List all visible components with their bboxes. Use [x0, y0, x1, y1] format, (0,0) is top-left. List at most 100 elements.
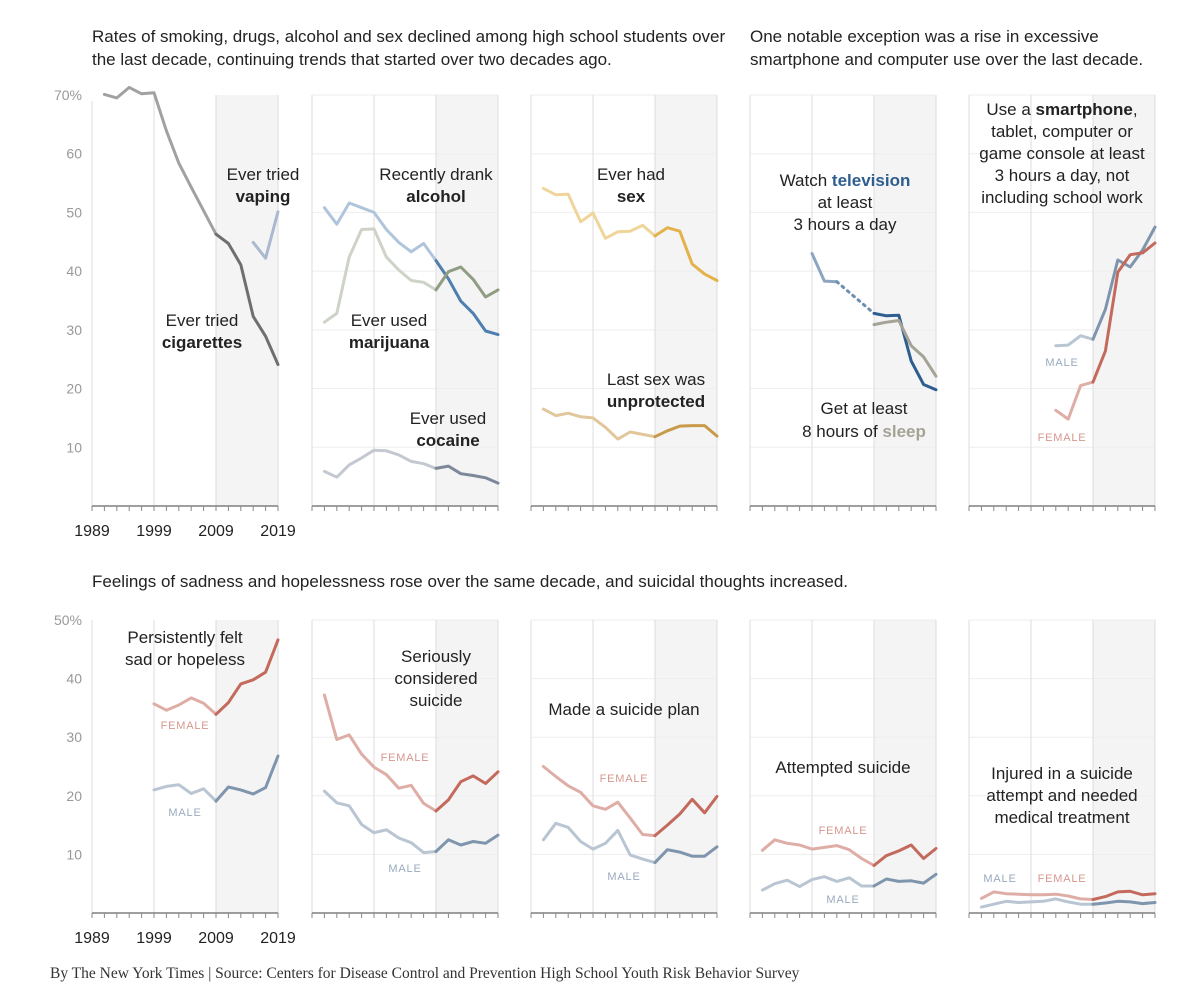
label-sleep-2-part: sleep: [882, 422, 925, 441]
label-smartphone-5: including school work: [981, 188, 1143, 207]
label-smartphone-1-part: Use a: [986, 100, 1035, 119]
byline: By The New York Times | Source: Centers …: [50, 965, 800, 982]
recent-decade-shade: [655, 620, 717, 913]
label-tv-2: at least: [818, 193, 873, 212]
label-cocaine-1: Ever used: [410, 409, 487, 428]
series-line-female: [760, 838, 876, 867]
series-line-female: [1054, 380, 1095, 421]
label-female: FEMALE: [1038, 432, 1087, 444]
recent-decade-shade: [216, 95, 278, 506]
recent-decade-shade: [874, 95, 936, 506]
series-line-last-sex-was-unprotected-recent: [653, 424, 719, 439]
intro-top-left: Rates of smoking, drugs, alcohol and sex…: [92, 27, 726, 69]
label-female: FEMALE: [819, 825, 868, 837]
label-male: MALE: [1045, 357, 1078, 369]
y-tick-label: 20: [66, 788, 82, 804]
x-tick-label: 1989: [74, 930, 110, 947]
label-sad-2: sad or hopeless: [125, 650, 245, 669]
label-tv-1-part: television: [832, 171, 910, 190]
label-smartphone-1: Use a smartphone,: [986, 100, 1137, 119]
series-line-male-recent: [1091, 899, 1157, 906]
label-cigarettes-1: Ever tried: [166, 311, 239, 330]
series-line-tv-gap: [835, 280, 876, 315]
label-alcohol-1: Recently drank: [379, 165, 493, 184]
label-male: MALE: [983, 873, 1016, 885]
recent-decade-shade: [436, 620, 498, 913]
label-unprotected-2: unprotected: [607, 392, 705, 411]
label-vaping-2: vaping: [236, 187, 291, 206]
y-tick-label: 50: [66, 204, 82, 220]
label-sleep-2-part: 8 hours of: [802, 422, 882, 441]
series-line-get-at-least-hours-of-sleep-recent: [872, 319, 938, 378]
y-tick-label: 50%: [54, 612, 82, 628]
y-tick-label: 40: [66, 263, 82, 279]
series-line-female-recent: [1091, 889, 1157, 901]
series-line-male-recent: [214, 754, 280, 803]
label-sleep-2: 8 hours of sleep: [802, 422, 926, 441]
label-female: FEMALE: [381, 752, 430, 764]
x-tick-label: 2019: [260, 930, 296, 947]
y-tick-label: 30: [66, 729, 82, 745]
label-male: MALE: [388, 863, 421, 875]
recent-decade-shade: [436, 95, 498, 506]
series-line-female: [322, 693, 438, 813]
label-female: FEMALE: [600, 773, 649, 785]
intro-top-right: One notable exception was a rise in exce…: [750, 27, 1144, 69]
y-tick-label: 70%: [54, 87, 82, 103]
series-line-male-recent: [872, 872, 938, 888]
series-line-female-recent: [434, 770, 500, 813]
label-injured-3: medical treatment: [994, 808, 1129, 827]
x-tick-label: 1989: [74, 523, 110, 540]
label-sex-1: Ever had: [597, 165, 665, 184]
series-line-male: [979, 897, 1095, 909]
series-line-male: [760, 875, 876, 892]
label-female: FEMALE: [161, 720, 210, 732]
series-line-male: [541, 821, 657, 865]
series-line-watch-television-at-least-hours-a-day: [810, 252, 839, 284]
label-alcohol-2: alcohol: [406, 187, 466, 206]
y-tick-label: 60: [66, 146, 82, 162]
recent-decade-shade: [655, 95, 717, 506]
label-plan: Made a suicide plan: [548, 700, 699, 719]
label-female: FEMALE: [1038, 873, 1087, 885]
label-vaping-1: Ever tried: [227, 165, 300, 184]
recent-decade-shade: [1093, 95, 1155, 506]
label-marijuana-1: Ever used: [351, 311, 428, 330]
series-line-watch-television-at-least-hours-a-day-recent: [872, 311, 938, 392]
x-tick-label: 2009: [198, 930, 234, 947]
label-male: MALE: [607, 871, 640, 883]
series-line-ever-tried-cigarettes-recent: [214, 232, 280, 366]
label-smartphone-4: 3 hours a day, not: [995, 166, 1130, 185]
label-sleep-1: Get at least: [821, 399, 908, 418]
label-smartphone-1-part: ,: [1133, 100, 1138, 119]
series-line-ever-tried-vaping-recent: [251, 210, 280, 260]
label-considered-1: Seriously: [401, 647, 471, 666]
label-considered-3: suicide: [410, 691, 463, 710]
y-tick-label: 20: [66, 381, 82, 397]
label-sad-1: Persistently felt: [127, 628, 243, 647]
series-line-female-recent: [214, 638, 280, 716]
series-line-ever-used-marijuana-recent: [434, 265, 500, 299]
y-tick-label: 10: [66, 846, 82, 862]
label-considered-2: considered: [394, 669, 477, 688]
series-line-female-recent: [653, 794, 719, 838]
label-marijuana-2: marijuana: [349, 333, 430, 352]
series-line-male: [322, 789, 438, 855]
series-line-male-recent: [653, 845, 719, 865]
y-tick-label: 40: [66, 671, 82, 687]
series-line-male: [152, 783, 218, 803]
label-cocaine-2: cocaine: [416, 431, 479, 450]
series-line-female: [152, 696, 218, 716]
label-tv-1-part: Watch: [780, 171, 832, 190]
label-sex-2: sex: [617, 187, 646, 206]
label-attempted: Attempted suicide: [775, 758, 910, 777]
series-line-recently-drank-alcohol: [322, 201, 438, 263]
recent-decade-shade: [874, 620, 936, 913]
label-male: MALE: [826, 894, 859, 906]
series-line-ever-had-sex-recent: [653, 226, 719, 282]
x-tick-label: 2009: [198, 523, 234, 540]
label-unprotected-1: Last sex was: [607, 370, 705, 389]
label-injured-1: Injured in a suicide: [991, 764, 1133, 783]
series-line-ever-used-marijuana: [322, 227, 438, 324]
y-tick-label: 30: [66, 322, 82, 338]
